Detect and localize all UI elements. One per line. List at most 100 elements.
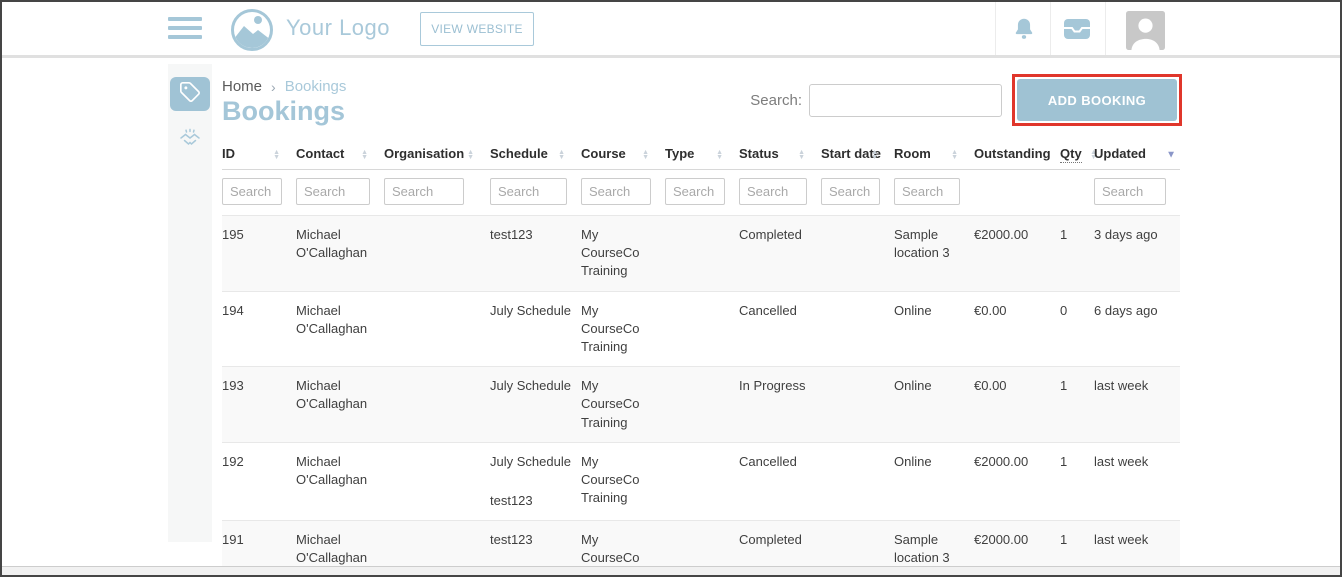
- table-row: 194 Michael O'Callaghan July Schedule My Co…: [222, 291, 1180, 367]
- column-header-contact[interactable]: Contact ▲ ▼: [296, 146, 368, 161]
- search-input[interactable]: [809, 83, 1002, 117]
- filter-cell-organisation: [384, 170, 490, 216]
- bottom-strip: [2, 566, 1340, 575]
- column-header-course[interactable]: Course ▲ ▼: [581, 146, 649, 161]
- cell-outstanding: €2000.00: [974, 532, 1029, 548]
- column-header-outstanding: Outstanding: [974, 146, 1051, 161]
- cell-id: 193: [222, 378, 244, 394]
- cell-start_date: [821, 442, 894, 520]
- column-header-status[interactable]: Status ▲ ▼: [739, 146, 805, 161]
- filter-search-input-organisation[interactable]: [384, 178, 464, 205]
- cell-start_date: [821, 216, 894, 292]
- header-divider: [995, 2, 996, 55]
- column-header-schedule[interactable]: Schedule ▲ ▼: [490, 146, 565, 161]
- sidebar-item-partners[interactable]: [170, 125, 210, 155]
- cell-contact: Michael O'Callaghan: [296, 453, 368, 487]
- tag-icon: [179, 81, 201, 108]
- sidebar: [168, 64, 212, 542]
- cell-updated: 3 days ago: [1094, 227, 1158, 242]
- bookings-table: ID ▲ ▼ Contact ▲ ▼ Organisation ▲ ▼ Schedule ▲ ▼ Cou…: [222, 140, 1180, 575]
- page-title: Bookings: [222, 96, 346, 126]
- cell-qty: 1: [1060, 532, 1068, 548]
- top-header: Your Logo VIEW WEBSITE: [2, 2, 1340, 58]
- filter-cell-qty: [1060, 170, 1094, 216]
- filter-search-input-course[interactable]: [581, 178, 651, 205]
- inbox-icon[interactable]: [1062, 18, 1092, 45]
- table-header-row: ID ▲ ▼ Contact ▲ ▼ Organisation ▲ ▼ Schedule ▲ ▼ Cou…: [222, 140, 1180, 170]
- filter-search-input-start_date[interactable]: [821, 178, 880, 205]
- column-header-updated[interactable]: Updated ▼: [1094, 146, 1176, 161]
- column-header-room[interactable]: Room ▲ ▼: [894, 146, 958, 161]
- cell-type: [665, 367, 739, 443]
- annotation-highlight-box: ADD BOOKING: [1012, 74, 1182, 126]
- cell-organisation: [384, 442, 490, 520]
- sort-icon: ▲ ▼: [871, 148, 878, 161]
- cell-schedule: July Schedule: [490, 302, 571, 318]
- cell-status: Cancelled: [739, 453, 797, 469]
- cell-qty: 0: [1060, 302, 1068, 318]
- sidebar-item-bookings[interactable]: [170, 77, 210, 111]
- sort-icon: ▲ ▼: [951, 148, 958, 161]
- sort-icon: ▲ ▼: [642, 148, 649, 161]
- cell-start_date: [821, 291, 894, 367]
- filter-cell-contact: [296, 170, 384, 216]
- column-header-id[interactable]: ID ▲ ▼: [222, 146, 280, 161]
- add-booking-button[interactable]: ADD BOOKING: [1017, 79, 1177, 121]
- cell-room: Sample location 3: [894, 532, 950, 566]
- cell-room: Online: [894, 302, 932, 318]
- filter-cell-id: [222, 170, 296, 216]
- cell-id: 191: [222, 532, 244, 548]
- cell-room: Sample location 3: [894, 227, 950, 261]
- column-header-qty[interactable]: Qty ▲ ▼: [1060, 146, 1097, 163]
- column-header-type[interactable]: Type ▲ ▼: [665, 146, 723, 161]
- filter-search-input-updated[interactable]: [1094, 178, 1166, 205]
- cell-id: 192: [222, 453, 244, 469]
- table-row: 192 Michael O'Callaghan July Schedule test1…: [222, 442, 1180, 520]
- toolbar: Search: ADD BOOKING: [750, 74, 1182, 126]
- table-row: 195 Michael O'Callaghan test123 My CourseCo…: [222, 215, 1180, 292]
- logo-icon: [228, 6, 276, 54]
- sort-icon: ▲ ▼: [716, 148, 723, 161]
- cell-contact: Michael O'Callaghan: [296, 378, 368, 412]
- filter-search-input-type[interactable]: [665, 178, 725, 205]
- cell-outstanding: €2000.00: [974, 453, 1029, 469]
- table-row: 191 Michael O'Callaghan test123 My CourseCo…: [222, 520, 1180, 575]
- cell-updated: last week: [1094, 532, 1149, 548]
- main-content: Home › Bookings Bookings Search: ADD BOO…: [222, 64, 1182, 575]
- filter-search-input-status[interactable]: [739, 178, 807, 205]
- table-filter-row: [222, 170, 1180, 216]
- cell-type: [665, 442, 739, 520]
- filter-search-input-room[interactable]: [894, 178, 960, 205]
- cell-course: My CourseCo Training: [581, 302, 640, 354]
- notifications-bell-icon[interactable]: [1011, 16, 1037, 47]
- filter-search-input-id[interactable]: [222, 178, 282, 205]
- view-website-button[interactable]: VIEW WEBSITE: [420, 12, 534, 46]
- hamburger-menu-icon[interactable]: [168, 17, 202, 43]
- sort-icon: ▲ ▼: [467, 148, 474, 161]
- logo-text: Your Logo: [286, 15, 391, 40]
- filter-cell-status: [739, 170, 821, 216]
- cell-organisation: [384, 216, 490, 292]
- user-avatar[interactable]: [1126, 11, 1165, 50]
- filter-cell-course: [581, 170, 665, 216]
- cell-updated: 6 days ago: [1094, 302, 1158, 318]
- column-header-organisation[interactable]: Organisation ▲ ▼: [384, 146, 474, 161]
- cell-course: My CourseCo Training: [581, 227, 640, 279]
- breadcrumb-home-link[interactable]: Home: [222, 78, 263, 95]
- cell-qty: 1: [1060, 453, 1068, 469]
- search-label: Search:: [750, 91, 802, 109]
- filter-search-input-contact[interactable]: [296, 178, 370, 205]
- filter-search-input-schedule[interactable]: [490, 178, 567, 205]
- cell-outstanding: €2000.00: [974, 227, 1029, 242]
- cell-schedule: July Schedule test123: [490, 453, 571, 508]
- handshake-icon: [178, 126, 202, 155]
- cell-contact: Michael O'Callaghan: [296, 532, 368, 566]
- cell-status: In Progress: [739, 378, 806, 394]
- column-header-start_date[interactable]: Start date ▲ ▼: [821, 146, 881, 161]
- cell-course: My CourseCo Training: [581, 453, 640, 506]
- cell-status: Completed: [739, 227, 802, 242]
- sort-icon: ▲ ▼: [558, 148, 565, 161]
- sort-icon: ▲ ▼: [361, 148, 368, 161]
- cell-id: 194: [222, 302, 244, 318]
- cell-room: Online: [894, 378, 932, 394]
